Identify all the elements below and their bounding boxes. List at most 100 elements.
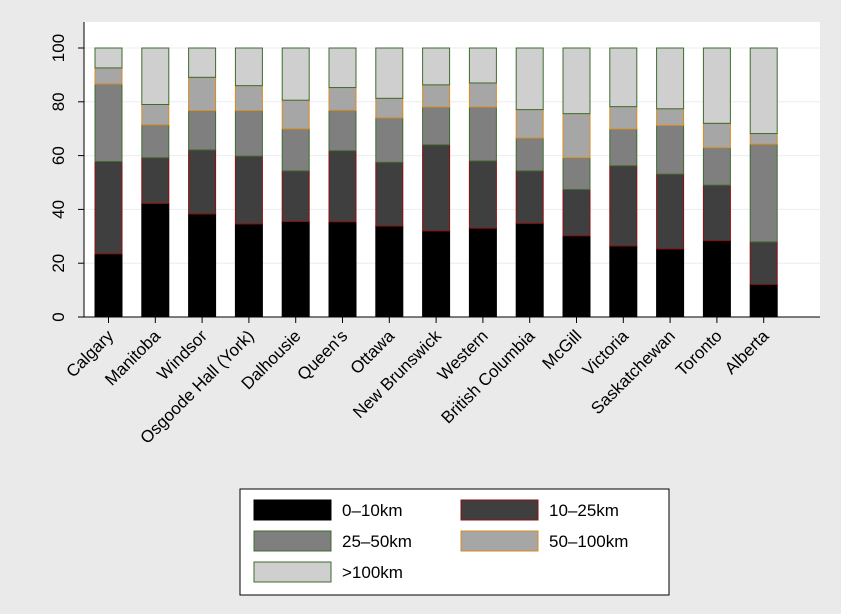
bar-segment — [234, 223, 263, 318]
bar-segment — [562, 157, 591, 190]
bar-segment — [609, 245, 638, 318]
legend-label: 10–25km — [549, 501, 619, 520]
legend-label: >100km — [342, 563, 403, 582]
bar-segment — [141, 124, 170, 159]
x-tick-label: Saskatchewan — [587, 326, 679, 418]
bar-segment — [328, 150, 357, 223]
bar-segment — [749, 133, 778, 145]
bar-segment — [609, 47, 638, 108]
legend-swatch — [253, 499, 332, 521]
bar-segment — [328, 221, 357, 318]
y-tick-label: 40 — [49, 200, 68, 219]
bar-segment — [515, 170, 544, 224]
bar-segment — [422, 84, 451, 108]
bar-segment — [468, 47, 497, 84]
bar-segment — [281, 99, 310, 130]
bar-segment — [375, 225, 404, 318]
x-tick-label: Alberta — [721, 326, 773, 378]
bar-segment — [749, 143, 778, 243]
bar-segment — [609, 106, 638, 130]
y-tick-label: 60 — [49, 146, 68, 165]
bar-segment — [562, 188, 591, 237]
bar-segment — [702, 147, 731, 186]
legend-swatch — [253, 561, 332, 583]
bar-segment — [468, 160, 497, 229]
legend-label: 25–50km — [342, 532, 412, 551]
bar-segment — [281, 170, 310, 223]
bar-segment — [328, 109, 357, 152]
bar-segment — [656, 47, 685, 110]
bar-segment — [702, 240, 731, 318]
bar-segment — [609, 128, 638, 167]
bar-segment — [141, 157, 170, 204]
bar-segment — [375, 47, 404, 99]
y-tick-label: 80 — [49, 92, 68, 111]
bar-segment — [188, 149, 217, 215]
bar-segment — [328, 47, 357, 89]
bar-segment — [94, 67, 123, 85]
y-tick-label: 100 — [49, 34, 68, 62]
bar-segment — [422, 47, 451, 86]
bar-segment — [94, 83, 123, 163]
bar-segment — [94, 47, 123, 69]
bar-segment — [749, 241, 778, 285]
bar-segment — [749, 47, 778, 135]
bar-segment — [422, 106, 451, 146]
bar-segment — [515, 109, 544, 139]
y-axis-ticks: 0 20 40 60 80 100 — [49, 34, 84, 322]
legend-label: 50–100km — [549, 532, 628, 551]
bar-segment — [234, 155, 263, 225]
bars — [94, 47, 778, 318]
bar-segment — [94, 161, 123, 255]
bar-segment — [234, 47, 263, 87]
bar-segment — [188, 47, 217, 78]
bar-segment — [656, 124, 685, 175]
bar-segment — [281, 47, 310, 101]
bar-segment — [515, 137, 544, 172]
bar-segment — [188, 110, 217, 151]
x-tick-label: Queen's — [293, 326, 351, 384]
x-tick-label: Toronto — [672, 326, 726, 380]
bar-segment — [702, 47, 731, 124]
bar-segment — [468, 227, 497, 318]
bar-segment — [281, 221, 310, 318]
bar-segment — [749, 283, 778, 318]
bar-segment — [656, 173, 685, 250]
legend-label: 0–10km — [342, 501, 402, 520]
bar-segment — [234, 110, 263, 157]
bar-segment — [281, 128, 310, 172]
legend: 0–10km 10–25km 25–50km 50–100km >100km — [239, 488, 670, 596]
bar-segment — [609, 165, 638, 247]
bar-segment — [141, 202, 170, 318]
bar-segment — [702, 184, 731, 242]
bar-segment — [141, 103, 170, 126]
bar-segment — [562, 47, 591, 115]
bar-segment — [375, 161, 404, 227]
bar-segment — [656, 108, 685, 126]
bar-segment — [562, 235, 591, 318]
legend-items: 0–10km 10–25km 25–50km 50–100km >100km — [253, 499, 628, 583]
legend-swatch — [460, 530, 539, 552]
legend-swatch — [460, 499, 539, 521]
bar-segment — [422, 230, 451, 318]
legend-swatch — [253, 530, 332, 552]
bar-segment — [468, 82, 497, 108]
bar-segment — [515, 222, 544, 318]
bar-segment — [94, 253, 123, 318]
bar-segment — [141, 47, 170, 105]
bar-segment — [422, 144, 451, 232]
y-tick-label: 20 — [49, 254, 68, 273]
bar-segment — [468, 106, 497, 162]
bar-segment — [656, 248, 685, 318]
y-tick-label: 0 — [49, 312, 68, 321]
bar-segment — [562, 113, 591, 159]
bar-segment — [375, 117, 404, 163]
bar-segment — [515, 47, 544, 111]
bar-segment — [188, 76, 217, 112]
bar-segment — [188, 213, 217, 318]
bar-segment — [375, 97, 404, 119]
bar-segment — [702, 122, 731, 149]
bar-segment — [234, 85, 263, 112]
